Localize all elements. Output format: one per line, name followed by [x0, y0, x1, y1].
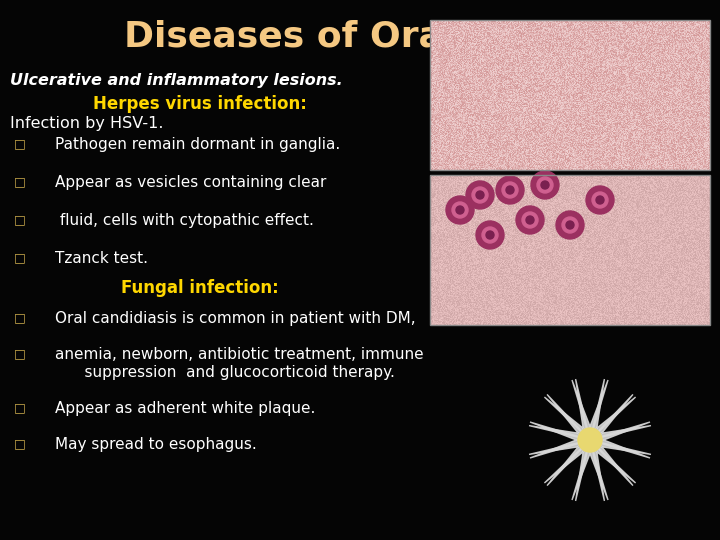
Circle shape — [556, 211, 584, 239]
Text: fluid, cells with cytopathic effect.: fluid, cells with cytopathic effect. — [55, 213, 314, 228]
Circle shape — [486, 231, 494, 239]
Bar — [430, 20, 710, 170]
Circle shape — [446, 196, 474, 224]
Circle shape — [562, 217, 578, 233]
Bar — [430, 175, 710, 325]
Polygon shape — [572, 448, 608, 500]
Polygon shape — [529, 394, 585, 438]
Circle shape — [466, 181, 494, 209]
Text: Infection by HSV-1.: Infection by HSV-1. — [10, 116, 163, 131]
Text: May spread to esophagus.: May spread to esophagus. — [55, 437, 257, 452]
Text: Oral candidiasis is common in patient with DM,: Oral candidiasis is common in patient wi… — [55, 311, 415, 326]
Text: □: □ — [14, 137, 26, 150]
Text: Appear as adherent white plaque.: Appear as adherent white plaque. — [55, 401, 315, 416]
Circle shape — [452, 202, 468, 218]
Circle shape — [586, 186, 614, 214]
Polygon shape — [530, 422, 582, 458]
Text: Tzanck test.: Tzanck test. — [55, 251, 148, 266]
Polygon shape — [529, 442, 585, 485]
Text: Appear as vesicles containing clear: Appear as vesicles containing clear — [55, 175, 326, 190]
Circle shape — [526, 216, 534, 224]
Text: Fungal infection:: Fungal infection: — [121, 279, 279, 297]
Circle shape — [592, 192, 608, 208]
Text: □: □ — [14, 213, 26, 226]
Text: □: □ — [14, 401, 26, 414]
Polygon shape — [572, 380, 608, 433]
Polygon shape — [544, 446, 588, 501]
Circle shape — [482, 227, 498, 243]
Circle shape — [522, 212, 538, 228]
Circle shape — [476, 221, 504, 249]
Circle shape — [537, 177, 553, 193]
Polygon shape — [592, 379, 636, 435]
Circle shape — [496, 176, 524, 204]
Polygon shape — [592, 446, 636, 501]
Circle shape — [476, 191, 484, 199]
Polygon shape — [595, 442, 651, 485]
Polygon shape — [598, 422, 650, 458]
Text: suppression  and glucocorticoid therapy.: suppression and glucocorticoid therapy. — [65, 365, 395, 380]
Circle shape — [531, 171, 559, 199]
Text: □: □ — [14, 175, 26, 188]
Text: □: □ — [14, 311, 26, 324]
Text: Pathogen remain dormant in ganglia.: Pathogen remain dormant in ganglia. — [55, 137, 341, 152]
Circle shape — [502, 182, 518, 198]
Circle shape — [541, 181, 549, 189]
Text: Herpes virus infection:: Herpes virus infection: — [93, 95, 307, 113]
Text: Ulcerative and inflammatory lesions.: Ulcerative and inflammatory lesions. — [10, 73, 343, 88]
Circle shape — [516, 206, 544, 234]
Circle shape — [456, 206, 464, 214]
Text: □: □ — [14, 437, 26, 450]
Circle shape — [578, 428, 602, 452]
Circle shape — [472, 187, 488, 203]
Text: anemia, newborn, antibiotic treatment, immune: anemia, newborn, antibiotic treatment, i… — [55, 347, 423, 362]
Text: □: □ — [14, 347, 26, 360]
Polygon shape — [595, 394, 651, 438]
Text: Diseases of Oral Cavity: Diseases of Oral Cavity — [125, 20, 595, 54]
Circle shape — [596, 196, 604, 204]
Text: □: □ — [14, 251, 26, 264]
Circle shape — [506, 186, 514, 194]
Circle shape — [566, 221, 574, 229]
Polygon shape — [544, 379, 588, 435]
